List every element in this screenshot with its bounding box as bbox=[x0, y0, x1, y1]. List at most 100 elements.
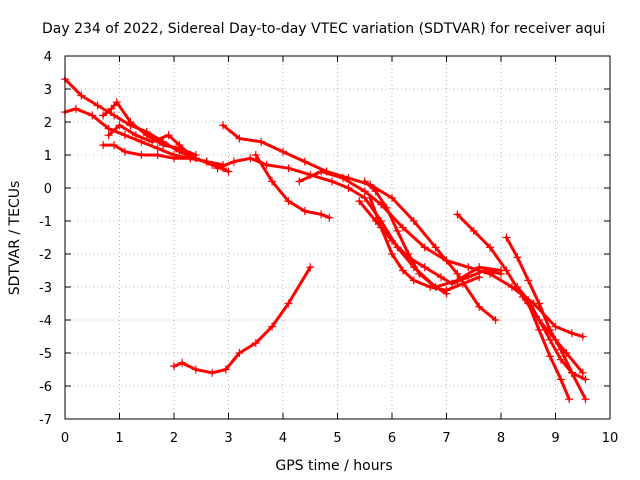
series-line bbox=[221, 123, 498, 322]
data-point bbox=[186, 151, 195, 159]
series-line bbox=[172, 265, 312, 375]
x-tick-label: 7 bbox=[442, 431, 450, 446]
data-series-group bbox=[61, 75, 590, 404]
data-point bbox=[112, 98, 121, 107]
data-point bbox=[251, 151, 260, 159]
series-s14 bbox=[502, 233, 590, 404]
data-point bbox=[213, 164, 222, 173]
data-point bbox=[262, 160, 271, 169]
data-point bbox=[235, 349, 244, 357]
x-tick-label: 3 bbox=[224, 431, 232, 446]
series-s6 bbox=[219, 121, 500, 324]
x-tick-label: 5 bbox=[333, 431, 341, 446]
y-tick-label: 3 bbox=[44, 83, 52, 98]
series-s7 bbox=[213, 154, 505, 291]
data-point bbox=[513, 283, 522, 291]
data-point bbox=[556, 375, 565, 384]
series-line bbox=[216, 156, 503, 289]
data-point bbox=[344, 184, 353, 192]
data-point bbox=[355, 197, 364, 206]
series-line bbox=[455, 212, 585, 375]
plot-frame bbox=[64, 55, 611, 420]
data-point bbox=[77, 91, 86, 100]
data-point bbox=[120, 131, 129, 140]
data-point bbox=[110, 141, 119, 150]
data-point bbox=[137, 151, 146, 159]
data-point bbox=[480, 266, 489, 275]
data-point bbox=[437, 273, 446, 282]
y-tick-label: 4 bbox=[44, 50, 52, 65]
data-point bbox=[142, 131, 151, 140]
data-point bbox=[475, 302, 484, 311]
data-point bbox=[300, 157, 309, 166]
data-point bbox=[360, 177, 369, 186]
data-point bbox=[251, 339, 260, 348]
data-point bbox=[191, 365, 200, 374]
data-point bbox=[447, 279, 456, 288]
data-point bbox=[491, 316, 500, 324]
x-tick-label: 9 bbox=[551, 431, 559, 446]
chart-title: Day 234 of 2022, Sidereal Day-to-day VTE… bbox=[42, 21, 605, 37]
data-point bbox=[279, 147, 287, 156]
data-point bbox=[71, 104, 80, 113]
data-point bbox=[338, 174, 347, 183]
data-point bbox=[420, 243, 429, 252]
data-point bbox=[159, 141, 168, 150]
series-s16 bbox=[524, 299, 574, 404]
data-point bbox=[120, 147, 129, 156]
data-point bbox=[229, 157, 238, 166]
data-point bbox=[513, 253, 522, 262]
data-point bbox=[170, 154, 178, 163]
x-tick-label: 6 bbox=[388, 431, 396, 446]
data-point bbox=[219, 121, 228, 130]
data-point bbox=[164, 131, 173, 140]
data-point bbox=[388, 250, 396, 258]
data-point bbox=[153, 151, 162, 159]
data-point bbox=[578, 368, 587, 377]
data-point bbox=[246, 154, 255, 163]
data-point bbox=[284, 197, 293, 206]
data-point bbox=[104, 131, 113, 140]
data-point bbox=[175, 141, 184, 150]
series-s5 bbox=[104, 121, 195, 159]
data-point bbox=[93, 101, 102, 110]
y-tick-label: -3 bbox=[39, 281, 52, 296]
data-point bbox=[268, 322, 277, 331]
series-s8 bbox=[251, 151, 334, 222]
data-point bbox=[469, 226, 478, 235]
data-point bbox=[126, 118, 135, 126]
data-point bbox=[295, 177, 304, 186]
data-point bbox=[524, 299, 533, 308]
data-point bbox=[88, 111, 97, 120]
data-point bbox=[404, 250, 413, 258]
y-tick-label: -6 bbox=[39, 380, 52, 395]
data-point bbox=[360, 187, 369, 196]
data-point bbox=[268, 177, 277, 186]
data-point bbox=[464, 263, 473, 272]
data-point bbox=[420, 263, 429, 272]
series-line bbox=[63, 77, 230, 173]
data-point bbox=[366, 193, 375, 202]
y-tick-label: -1 bbox=[39, 215, 52, 230]
data-point bbox=[317, 210, 326, 219]
data-point bbox=[137, 137, 146, 146]
x-tick-label: 4 bbox=[279, 431, 287, 446]
series-s12 bbox=[360, 177, 451, 298]
data-point bbox=[235, 134, 244, 143]
data-point bbox=[458, 279, 467, 288]
data-point bbox=[546, 335, 555, 344]
data-point bbox=[567, 329, 576, 338]
data-point bbox=[284, 164, 293, 173]
data-point bbox=[110, 111, 119, 120]
y-tick-label: -4 bbox=[39, 314, 52, 329]
data-point bbox=[565, 395, 574, 404]
x-axis-label: GPS time / hours bbox=[275, 458, 392, 474]
data-point bbox=[578, 332, 587, 341]
data-point bbox=[556, 345, 565, 354]
data-point bbox=[178, 358, 187, 367]
data-point bbox=[371, 187, 380, 196]
data-point bbox=[388, 236, 396, 245]
data-point bbox=[300, 207, 309, 216]
series-s17 bbox=[170, 263, 315, 377]
